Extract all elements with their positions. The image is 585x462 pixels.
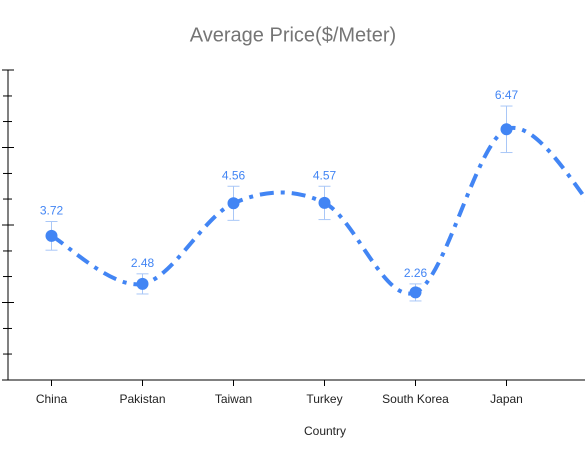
- data-point: [227, 197, 240, 210]
- data-point: [45, 229, 58, 242]
- data-point: [136, 277, 149, 290]
- x-tick-label: South Korea: [382, 392, 449, 406]
- x-tick-label: Taiwan: [215, 392, 252, 406]
- x-axis-title: Country: [304, 424, 346, 438]
- x-tick-label: Turkey: [306, 392, 342, 406]
- data-label: 6:47: [495, 88, 519, 102]
- data-label: 3.72: [40, 204, 64, 218]
- x-tick-label: China: [36, 392, 68, 406]
- x-tick-label: Pakistan: [119, 392, 165, 406]
- data-label: 4.56: [222, 168, 246, 182]
- data-point: [318, 196, 331, 209]
- data-label: 2.26: [404, 266, 428, 280]
- data-point: [409, 286, 422, 299]
- data-label: 4.57: [313, 168, 337, 182]
- chart-title: Average Price($/Meter): [190, 24, 396, 46]
- data-label: 2.48: [131, 256, 155, 270]
- data-point: [500, 123, 513, 136]
- x-tick-label: Japan: [490, 392, 523, 406]
